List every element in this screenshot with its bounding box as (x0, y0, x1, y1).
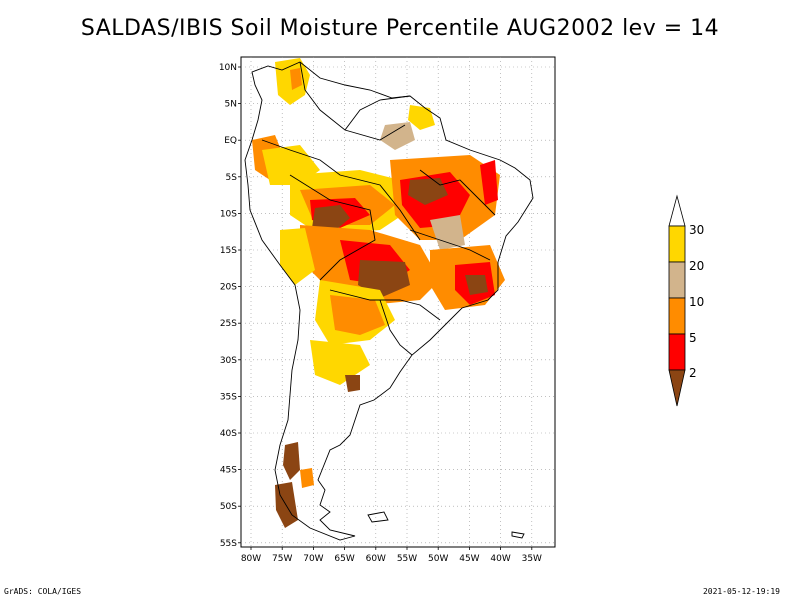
shade-patch (290, 68, 302, 90)
shade-patch (408, 105, 435, 130)
lon-label: 80W (241, 554, 261, 564)
lon-label: 45W (459, 554, 479, 564)
island-outline (511, 531, 525, 539)
lon-label: 60W (366, 554, 386, 564)
colorbar-top-arrow (668, 194, 686, 227)
country-border (379, 299, 413, 356)
shade-patch (300, 468, 314, 488)
lon-label: 40W (490, 554, 510, 564)
shade-patch (330, 295, 385, 335)
legend-label-5: 5 (689, 331, 697, 345)
colorbar-legend: 30 20 10 5 2 (668, 194, 704, 407)
state-border (419, 169, 496, 216)
colorbar-segment-5-10 (668, 297, 686, 335)
country-border (261, 139, 421, 241)
lon-label: 65W (334, 554, 354, 564)
country-border (289, 174, 376, 281)
shade-patch (465, 275, 488, 295)
lat-label: 10N (219, 63, 237, 73)
colorbar-bottom-arrow (668, 369, 686, 407)
latitude-labels: 10N 5N EQ 5S 10S 15S 20S 25S 30S 35S 40S 45S 50S 55S (219, 63, 237, 549)
shade-patch (480, 160, 498, 205)
lat-label: EQ (224, 136, 237, 146)
shade-patch (283, 442, 300, 480)
longitude-labels: 80W 75W 70W 65W 60W 55W 50W 45W 40W 35W (241, 554, 542, 564)
colorbar-segment-2-5 (668, 333, 686, 371)
shade-patch (408, 178, 448, 205)
colorbar-segment-20-30 (668, 225, 686, 263)
coastlines (244, 61, 534, 541)
soil-moisture-shading (252, 58, 505, 528)
legend-label-10: 10 (689, 295, 704, 309)
state-border (409, 229, 491, 261)
south-america-outline (244, 61, 534, 541)
lon-label: 55W (397, 554, 417, 564)
country-border (299, 61, 406, 141)
map-frame (240, 56, 556, 548)
lon-label: 70W (303, 554, 323, 564)
colorbar-segment-10-20 (668, 261, 686, 299)
country-border (344, 95, 411, 131)
lat-label: 5S (226, 173, 238, 183)
shade-patch (380, 122, 415, 150)
legend-label-20: 20 (689, 259, 704, 273)
legend-label-30: 30 (689, 223, 704, 237)
lat-label: 25S (220, 319, 237, 329)
lat-label: 30S (220, 356, 237, 366)
footer-credit: GrADS: COLA/IGES (4, 587, 82, 596)
shade-patch (310, 340, 370, 385)
lat-label: 50S (220, 502, 237, 512)
footer-timestamp: 2021-05-12-19:19 (702, 587, 780, 596)
map-title: SALDAS/IBIS Soil Moisture Percentile AUG… (80, 16, 720, 41)
lat-label: 15S (220, 246, 237, 256)
lon-label: 35W (522, 554, 542, 564)
lon-label: 50W (428, 554, 448, 564)
shade-patch (280, 228, 315, 285)
lat-label: 20S (220, 283, 237, 293)
shade-patch (345, 375, 360, 392)
falklands-outline (367, 511, 389, 523)
lat-label: 5N (225, 100, 237, 110)
lat-label: 40S (220, 429, 237, 439)
country-border (329, 289, 441, 321)
lon-label: 75W (272, 554, 292, 564)
shade-patch (430, 215, 465, 250)
lat-label: 35S (220, 392, 237, 402)
lat-label: 10S (220, 209, 237, 219)
legend-label-2: 2 (689, 366, 697, 380)
lat-label: 45S (220, 466, 237, 476)
lat-label: 55S (220, 539, 237, 549)
